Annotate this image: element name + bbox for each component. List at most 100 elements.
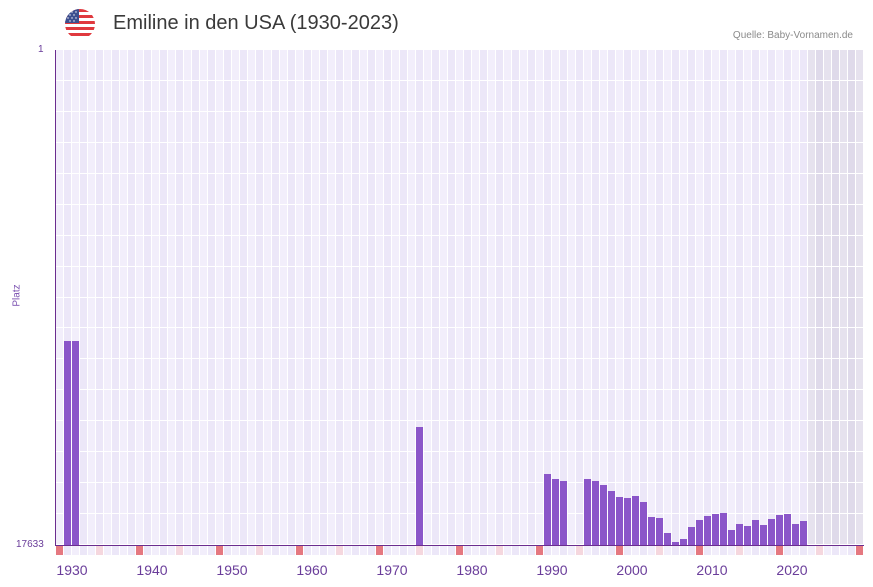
grid-cell xyxy=(168,452,175,483)
bar-2012[interactable] xyxy=(720,512,727,545)
bar-2018[interactable] xyxy=(768,519,775,545)
grid-cell xyxy=(88,235,95,266)
bar-1992[interactable] xyxy=(560,480,567,545)
grid-cell xyxy=(544,204,551,235)
grid-cell xyxy=(480,452,487,483)
grid-cell xyxy=(160,173,167,204)
grid-cell xyxy=(416,111,423,142)
bar-2007[interactable] xyxy=(680,538,687,545)
bar-2010[interactable] xyxy=(704,515,711,545)
bar-1997[interactable] xyxy=(600,485,607,545)
grid-cell xyxy=(320,266,327,297)
bar-2001[interactable] xyxy=(632,496,639,545)
bar-1930[interactable] xyxy=(64,340,71,545)
grid-cell xyxy=(680,80,687,111)
grid-cell xyxy=(536,421,543,452)
bar-2006[interactable] xyxy=(672,541,679,545)
bar-2021[interactable] xyxy=(792,524,799,545)
bar-1999[interactable] xyxy=(616,496,623,545)
bar-1991[interactable] xyxy=(552,478,559,545)
grid-cell xyxy=(800,328,807,359)
grid-cell xyxy=(288,173,295,204)
bar-1974[interactable] xyxy=(416,427,423,545)
grid-cell xyxy=(520,80,527,111)
grid-cell xyxy=(544,111,551,142)
bar-2015[interactable] xyxy=(744,525,751,545)
grid-cell xyxy=(112,80,119,111)
grid-cell xyxy=(448,359,455,390)
grid-cell xyxy=(856,421,863,452)
grid-cell xyxy=(488,266,495,297)
bar-2011[interactable] xyxy=(712,514,719,545)
grid-cell xyxy=(648,204,655,235)
bar-2020[interactable] xyxy=(784,514,791,545)
year-marker xyxy=(216,546,223,555)
bar-2009[interactable] xyxy=(696,520,703,545)
grid-cell xyxy=(296,359,303,390)
grid-cell xyxy=(352,390,359,421)
bar-2004[interactable] xyxy=(656,517,663,545)
grid-cell xyxy=(208,421,215,452)
grid-cell xyxy=(848,173,855,204)
year-marker xyxy=(96,546,103,555)
grid-cell xyxy=(680,452,687,483)
bar-2013[interactable] xyxy=(728,530,735,545)
bar-2003[interactable] xyxy=(648,517,655,545)
grid-cell xyxy=(456,452,463,483)
bar-2014[interactable] xyxy=(736,524,743,545)
grid-cell xyxy=(824,173,831,204)
bar-2022[interactable] xyxy=(800,520,807,545)
grid-cell xyxy=(600,297,607,328)
grid-cell xyxy=(56,173,63,204)
grid-cell xyxy=(288,50,295,80)
grid-cell xyxy=(200,235,207,266)
grid-cell xyxy=(608,204,615,235)
grid-cell xyxy=(80,390,87,421)
grid-cell xyxy=(832,297,839,328)
grid-cell xyxy=(464,173,471,204)
grid-cell xyxy=(200,328,207,359)
grid-cell xyxy=(184,514,191,544)
year-marker xyxy=(800,546,807,555)
grid-cell xyxy=(768,297,775,328)
grid-cell xyxy=(392,483,399,514)
grid-cell xyxy=(752,421,759,452)
grid-cell xyxy=(600,266,607,297)
year-marker xyxy=(496,546,503,555)
grid-cell xyxy=(152,297,159,328)
grid-cell xyxy=(128,235,135,266)
bar-1998[interactable] xyxy=(608,490,615,545)
bar-1995[interactable] xyxy=(584,478,591,545)
grid-cell xyxy=(672,142,679,173)
grid-cell xyxy=(496,514,503,544)
grid-cell xyxy=(600,80,607,111)
bar-2016[interactable] xyxy=(752,520,759,545)
bar-1931[interactable] xyxy=(72,340,79,545)
bar-1996[interactable] xyxy=(592,480,599,545)
grid-cell xyxy=(88,142,95,173)
bar-1990[interactable] xyxy=(544,474,551,545)
grid-cell xyxy=(72,142,79,173)
bar-2000[interactable] xyxy=(624,498,631,545)
grid-cell xyxy=(624,266,631,297)
bar-2017[interactable] xyxy=(760,525,767,545)
grid-cell xyxy=(808,452,815,483)
bar-2008[interactable] xyxy=(688,527,695,545)
grid-cell xyxy=(144,452,151,483)
grid-cell xyxy=(360,328,367,359)
grid-cell xyxy=(216,173,223,204)
bar-2019[interactable] xyxy=(776,514,783,545)
grid-cell xyxy=(480,80,487,111)
bar-2005[interactable] xyxy=(664,533,671,545)
grid-cell xyxy=(760,142,767,173)
grid-cell xyxy=(224,390,231,421)
grid-cell xyxy=(568,266,575,297)
grid-cell xyxy=(768,483,775,514)
year-marker xyxy=(104,546,111,555)
grid-cell xyxy=(504,390,511,421)
grid-cell xyxy=(448,483,455,514)
grid-cell xyxy=(192,204,199,235)
bar-2002[interactable] xyxy=(640,501,647,545)
grid-cell xyxy=(840,452,847,483)
grid-cell xyxy=(560,266,567,297)
